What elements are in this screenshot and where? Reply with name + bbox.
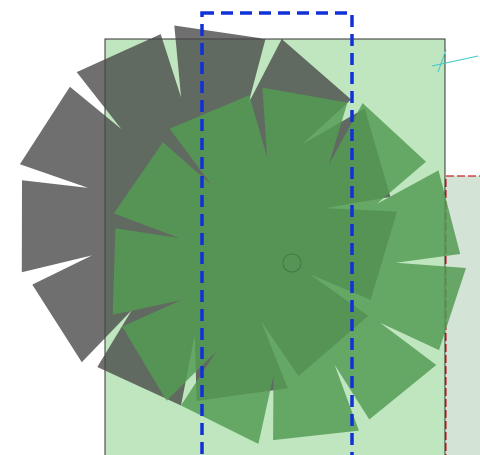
center-marker <box>282 253 302 273</box>
side-region <box>445 175 480 455</box>
selection-frame <box>200 11 354 455</box>
crosshair <box>437 49 447 73</box>
crosshair <box>431 55 479 67</box>
